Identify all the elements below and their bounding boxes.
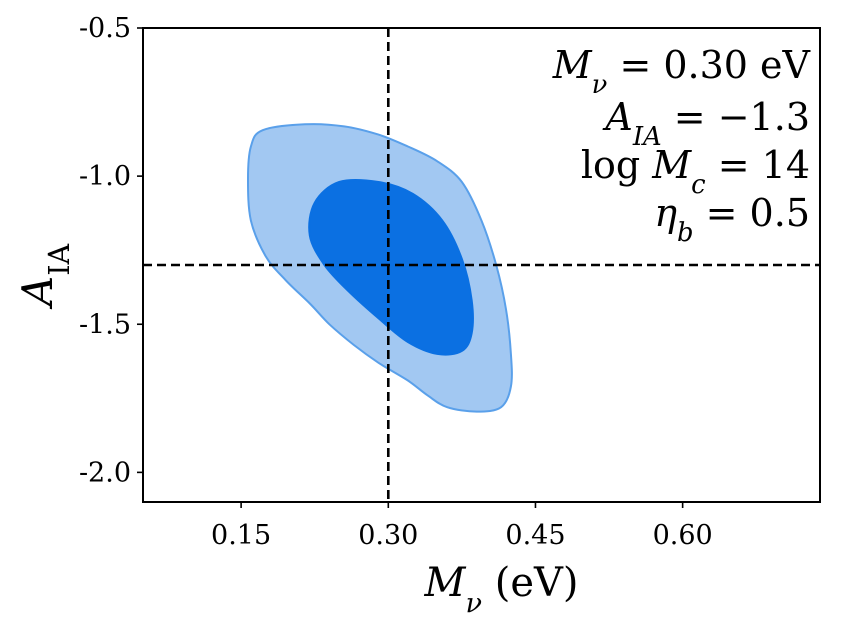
y-tick-label: -1.0 (79, 161, 131, 192)
annotation-mnu: Mν = 0.30 eV (552, 43, 811, 100)
plot-frame (142, 27, 821, 503)
annotation-logmc: log Mc = 14 (581, 143, 810, 200)
plot-area (143, 28, 820, 502)
x-tick-label: 0.45 (505, 520, 565, 551)
x-axis-label: Mν (eV) (424, 560, 579, 619)
y-axis-ticks: -0.5 -1.0 -1.5 -2.0 (79, 13, 143, 488)
x-axis-title: Mν (eV) (424, 560, 579, 619)
y-axis-title: AIA (13, 244, 76, 311)
y-tick-label: -2.0 (79, 457, 131, 488)
x-tick-label: 0.30 (358, 520, 418, 551)
y-tick-label: -0.5 (79, 13, 131, 44)
annotation-aia: AIA = −1.3 (602, 95, 810, 152)
x-tick-label: 0.60 (653, 520, 713, 551)
y-tick-label: -1.5 (79, 309, 131, 340)
y-axis-title-group: AIA (13, 244, 76, 311)
fiducial-lines (143, 28, 820, 502)
x-tick-label: 0.15 (211, 520, 271, 551)
x-axis-ticks: 0.15 0.30 0.45 0.60 (211, 502, 713, 551)
y-axis-label: AIA (13, 244, 76, 311)
contour-inner (308, 179, 474, 356)
annotation-etab: ηb = 0.5 (654, 191, 810, 248)
